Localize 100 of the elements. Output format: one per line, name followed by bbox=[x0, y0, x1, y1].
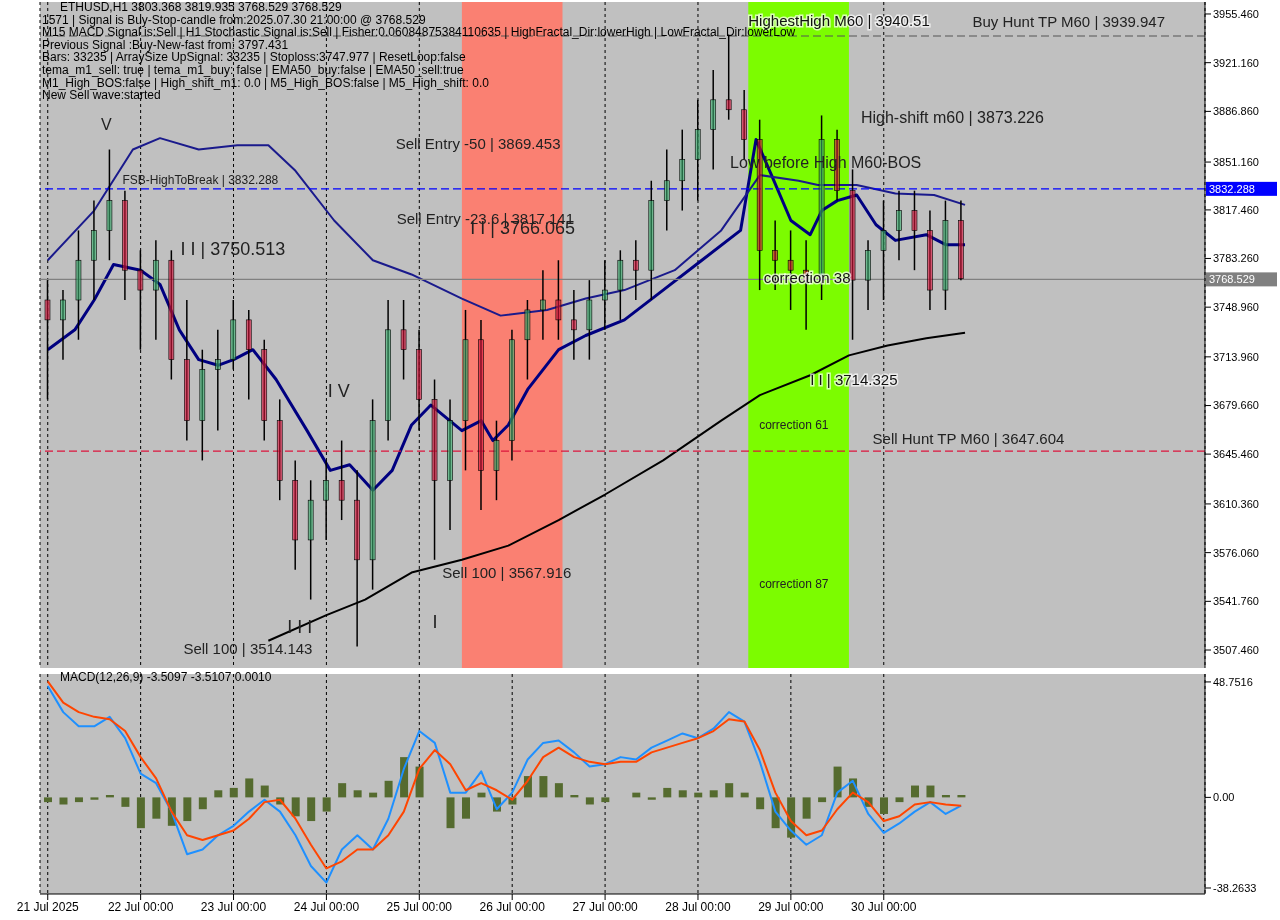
candlestick bbox=[385, 299, 391, 442]
annotation: V bbox=[101, 115, 112, 135]
y-tick-label: 3679.660 bbox=[1213, 399, 1259, 412]
annotation: I bbox=[432, 612, 438, 634]
bar bbox=[353, 790, 362, 798]
x-tick-label: 23 Jul 00:00 bbox=[200, 899, 267, 914]
x-tick-label: 22 Jul 00:00 bbox=[107, 899, 174, 914]
candlestick bbox=[524, 299, 531, 381]
candlestick bbox=[555, 259, 562, 341]
candlestick bbox=[865, 239, 871, 311]
bar bbox=[880, 797, 889, 814]
ref-line-label: 3832.288 bbox=[1209, 182, 1255, 195]
candlestick bbox=[261, 339, 268, 442]
bar bbox=[198, 797, 207, 810]
annotation: correction 61 bbox=[759, 417, 829, 433]
bar bbox=[44, 797, 52, 803]
bar bbox=[260, 785, 269, 798]
candlestick bbox=[602, 259, 608, 331]
annotation: FSB-HighToBreak | 3832.288 bbox=[122, 172, 279, 188]
y-tick-label: 3921.160 bbox=[1213, 56, 1259, 69]
candlestick bbox=[679, 128, 686, 212]
y-tick-label: 3817.460 bbox=[1213, 203, 1259, 216]
x-tick-label: 21 Jul 2025 bbox=[16, 899, 80, 914]
candlestick bbox=[571, 289, 577, 361]
candlestick bbox=[710, 69, 717, 171]
x-tick-label: 25 Jul 00:00 bbox=[386, 899, 453, 914]
annotation: I V bbox=[327, 381, 350, 403]
candlestick bbox=[633, 239, 639, 301]
candlestick bbox=[663, 148, 670, 232]
annotation: correction 87 bbox=[759, 576, 829, 592]
bar bbox=[585, 797, 594, 805]
bar bbox=[554, 783, 563, 798]
bar bbox=[152, 797, 161, 819]
candlestick bbox=[462, 309, 469, 472]
y-tick-label: 3955.460 bbox=[1213, 7, 1259, 20]
bar bbox=[59, 797, 68, 805]
bar bbox=[895, 797, 904, 803]
candlestick bbox=[168, 249, 175, 381]
candlestick bbox=[540, 269, 546, 341]
bar bbox=[245, 778, 254, 798]
bar bbox=[121, 797, 130, 807]
y-tick-label: -38.2633 bbox=[1213, 881, 1257, 894]
x-tick-label: 30 Jul 00:00 bbox=[851, 899, 917, 914]
y-tick-label: 3713.960 bbox=[1213, 350, 1259, 363]
bar bbox=[725, 783, 734, 798]
candlestick bbox=[493, 419, 500, 501]
candlestick bbox=[75, 229, 82, 341]
annotation: Buy Hunt TP M60 | 3939.947 bbox=[972, 13, 1166, 31]
y-tick-label: 3541.760 bbox=[1213, 595, 1259, 608]
bar bbox=[663, 787, 672, 798]
candlestick bbox=[509, 329, 515, 462]
y-tick-label: 3610.360 bbox=[1213, 497, 1259, 510]
bar bbox=[539, 776, 548, 798]
candlestick bbox=[617, 249, 624, 321]
bar bbox=[910, 785, 919, 798]
candlestick bbox=[153, 239, 159, 341]
line-series bbox=[46, 137, 967, 317]
y-tick-label: 3576.060 bbox=[1213, 546, 1259, 559]
candlestick bbox=[958, 199, 964, 281]
annotation: HighestHigh M60 | 3940.51 bbox=[748, 11, 930, 29]
annotation: Sell Entry -50 | 3869.453 bbox=[395, 135, 561, 153]
y-tick-label: 3645.460 bbox=[1213, 448, 1259, 461]
candlestick bbox=[122, 189, 128, 301]
candlestick bbox=[927, 209, 933, 311]
bar bbox=[926, 785, 935, 798]
chart-title: ETHUSD,H1 3803.368 3819.935 3768.529 3768.529 bbox=[59, 0, 343, 14]
candlestick bbox=[369, 398, 376, 591]
bar bbox=[307, 797, 316, 822]
bar bbox=[446, 797, 455, 829]
y-tick-label: 3851.160 bbox=[1213, 155, 1259, 168]
y-tick-label: 3748.960 bbox=[1213, 301, 1259, 314]
annotation: M1_High_BOS:false | High_shift_m1: 0.0 | M5_High_BOS:false | M5_High_shift: 0.0 bbox=[42, 75, 490, 90]
candlestick bbox=[911, 189, 918, 271]
bar bbox=[384, 780, 393, 798]
bar bbox=[90, 797, 99, 800]
ref-line-label: 3768.529 bbox=[1209, 273, 1255, 286]
candlestick bbox=[400, 299, 407, 381]
candlestick bbox=[307, 479, 314, 601]
candlestick bbox=[184, 299, 190, 442]
chart-title: MACD(12,26,9) -3.5097 -3.5107 0.0010 bbox=[59, 670, 272, 684]
y-tick-label: 3783.260 bbox=[1213, 252, 1259, 265]
candlestick bbox=[106, 148, 113, 261]
bar bbox=[74, 797, 83, 803]
x-tick-label: 29 Jul 00:00 bbox=[758, 899, 824, 914]
bar bbox=[756, 797, 765, 810]
candlestick bbox=[245, 309, 252, 401]
bar bbox=[709, 790, 718, 798]
candlestick bbox=[648, 180, 655, 301]
candlestick bbox=[292, 459, 299, 571]
y-tick-label: 3886.860 bbox=[1213, 105, 1259, 118]
annotation: High-shift m60 | 3873.226 bbox=[860, 108, 1044, 128]
bar bbox=[462, 797, 471, 819]
candlestick bbox=[896, 189, 902, 261]
candlestick bbox=[60, 289, 66, 361]
candlestick bbox=[586, 279, 593, 361]
bar bbox=[229, 787, 238, 798]
candlestick bbox=[447, 398, 453, 531]
candlestick bbox=[942, 199, 949, 311]
y-tick-label: 3507.460 bbox=[1213, 643, 1259, 656]
candlestick bbox=[91, 199, 97, 301]
